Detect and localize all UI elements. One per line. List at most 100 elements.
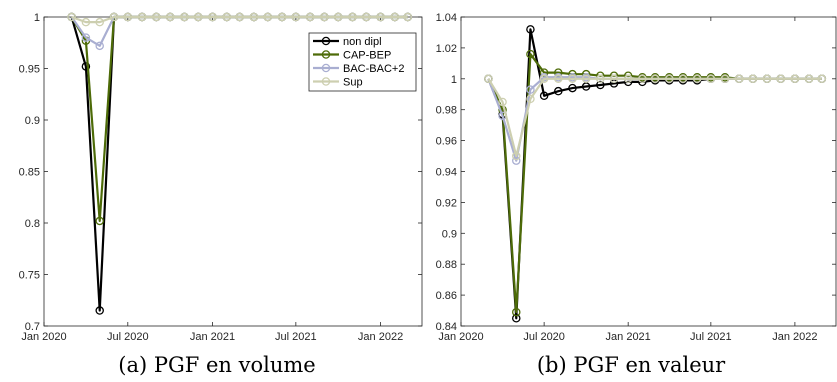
data-point: [95, 216, 104, 226]
y-tick-label: 0.98: [436, 105, 457, 117]
data-point: [263, 12, 273, 22]
data-point: [609, 74, 619, 84]
data-point: [568, 83, 577, 93]
series-non-dipl: [484, 25, 827, 323]
y-tick-label: 1: [34, 12, 40, 24]
legend-label: Sup: [343, 77, 363, 89]
x-tick-label: Jul 2020: [107, 331, 149, 343]
x-tick-label: Jul 2021: [275, 331, 317, 343]
data-point: [692, 74, 702, 84]
y-tick-label: 0.88: [436, 259, 457, 271]
data-point: [526, 94, 535, 104]
series-sup: [484, 74, 827, 161]
data-point: [484, 74, 493, 84]
x-tick-label: Jan 2021: [190, 331, 235, 343]
series-sup: [67, 12, 412, 27]
data-point: [706, 74, 716, 84]
data-point: [539, 91, 549, 101]
data-point: [208, 12, 217, 22]
x-tick-label: Jan 2020: [438, 331, 483, 343]
data-point: [376, 12, 385, 22]
legend-marker: [321, 63, 331, 73]
data-point: [804, 74, 814, 84]
data-point: [291, 12, 301, 22]
caption-volume: (a) PGF en volume: [118, 353, 315, 377]
data-point: [390, 12, 400, 22]
chart-panel-value: 0.84 0.86 0.88 0.9 0.92 0.94 0.96 0.98 1 1.02 1.04…: [436, 12, 837, 343]
data-point: [720, 74, 730, 84]
legend-label: CAP-BEP: [343, 50, 391, 62]
data-point: [512, 307, 521, 317]
data-point: [512, 151, 521, 161]
data-point: [403, 12, 412, 22]
data-point: [568, 74, 577, 84]
x-tick-label: Jul 2020: [523, 331, 565, 343]
data-point: [95, 41, 104, 51]
data-point: [638, 74, 647, 84]
x-tick-label: Jan 2022: [772, 331, 817, 343]
data-point: [320, 12, 329, 22]
legend-marker: [321, 36, 331, 46]
data-point: [678, 74, 688, 84]
y-tick-label: 0.96: [436, 136, 457, 148]
data-point: [734, 74, 744, 84]
data-point: [554, 86, 563, 96]
y-tick-label: 0.9: [442, 228, 457, 240]
data-point: [348, 12, 357, 22]
data-point: [498, 97, 507, 107]
y-tick-label: 0.7: [25, 321, 40, 333]
y-tick-label: 1.04: [436, 12, 457, 24]
y-tick-label: 0.84: [436, 321, 457, 333]
y-tick-label: 0.92: [436, 197, 457, 209]
series-line: [487, 28, 822, 320]
y-tick-label: 1.02: [436, 43, 457, 55]
data-point: [123, 12, 133, 22]
data-point: [109, 12, 119, 22]
y-tick-label: 0.86: [436, 290, 457, 302]
x-tick-label: Jan 2022: [358, 331, 403, 343]
x-tick-label: Jan 2020: [21, 331, 66, 343]
data-point: [81, 62, 91, 71]
y-tick-label: 0.95: [19, 64, 40, 76]
data-point: [526, 25, 535, 34]
data-point: [67, 12, 76, 22]
series-line: [487, 76, 822, 162]
data-point: [623, 74, 633, 84]
data-point: [235, 12, 244, 22]
data-point: [277, 12, 287, 22]
data-point: [650, 74, 660, 84]
y-tick-label: 0.85: [19, 167, 40, 179]
data-point: [81, 17, 91, 27]
series-line: [71, 15, 408, 24]
legend-marker: [321, 50, 331, 59]
data-point: [193, 12, 203, 22]
data-point: [137, 12, 147, 22]
data-point: [748, 74, 758, 84]
data-point: [152, 12, 161, 22]
data-point: [581, 74, 591, 84]
data-point: [512, 314, 521, 323]
caption-value: (b) PGF en valeur: [537, 353, 726, 377]
data-point: [596, 80, 605, 90]
data-point: [539, 74, 549, 84]
data-point: [333, 12, 343, 22]
legend-marker: [321, 77, 331, 86]
data-point: [81, 33, 91, 42]
series-line: [487, 77, 822, 158]
y-tick-label: 0.8: [25, 218, 40, 230]
data-point: [305, 12, 315, 22]
series-line: [487, 52, 822, 314]
y-tick-label: 0.75: [19, 270, 40, 282]
data-point: [526, 49, 535, 59]
data-point: [817, 74, 827, 84]
data-point: [95, 306, 104, 315]
data-point: [249, 12, 259, 22]
data-point: [95, 17, 104, 27]
data-point: [554, 74, 563, 84]
data-point: [776, 74, 785, 84]
data-point: [790, 74, 800, 84]
data-point: [165, 12, 175, 22]
data-point: [596, 74, 605, 84]
data-point: [222, 12, 232, 22]
